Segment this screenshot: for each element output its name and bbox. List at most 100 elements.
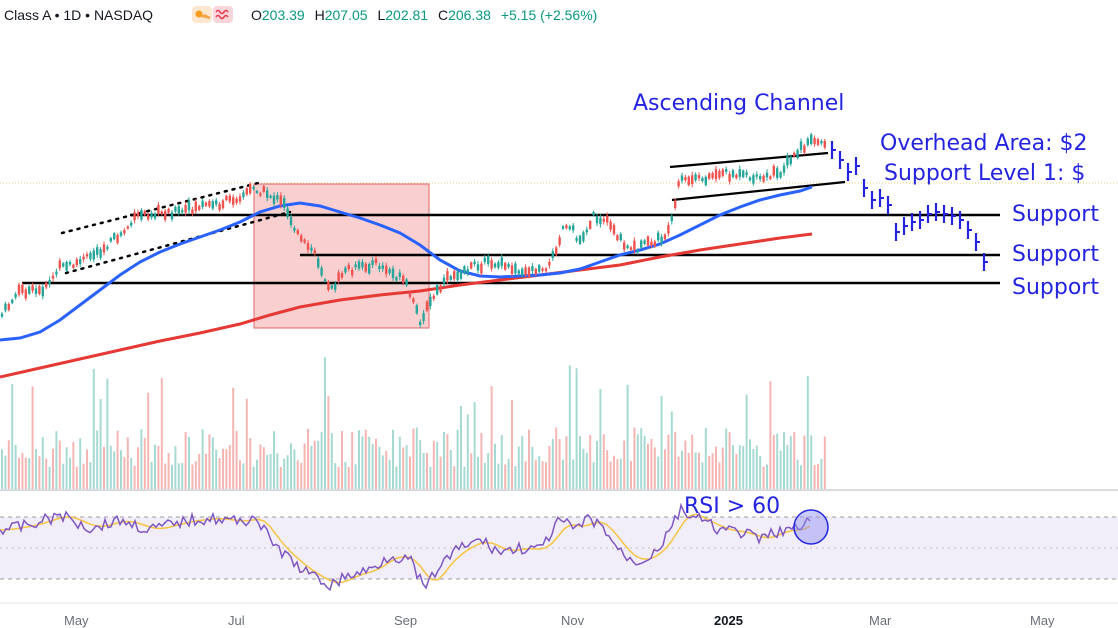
volume-bar [487, 452, 490, 489]
candle-body [487, 255, 490, 264]
candle-body [612, 224, 616, 235]
volume-bar [817, 463, 819, 489]
candle-body [136, 212, 140, 217]
volume-bar [72, 442, 75, 489]
candle-body [578, 235, 582, 245]
candle-body [368, 263, 371, 274]
candle-body [371, 260, 374, 265]
volume-bar [572, 459, 575, 489]
candle-body [456, 271, 459, 281]
volume-bar [62, 463, 65, 489]
candle-body [289, 217, 293, 225]
candle-body [82, 256, 85, 260]
volume-bar [65, 447, 68, 489]
candle-body [204, 202, 208, 206]
volume-bar [718, 462, 721, 489]
candle-body [551, 251, 554, 258]
volume-bar [691, 434, 694, 489]
candle-body [391, 268, 395, 279]
candle-body [293, 227, 296, 231]
volume-bar [368, 436, 371, 489]
candle-body [660, 236, 663, 244]
candle-body [626, 245, 629, 249]
candle-body [694, 174, 697, 181]
candle-body [126, 226, 129, 229]
candle-body [453, 271, 456, 280]
volume-bar [456, 429, 459, 489]
candle-body [663, 234, 667, 240]
volume-bar [609, 461, 612, 489]
volume-bar [269, 453, 272, 489]
volume-bar [55, 431, 58, 489]
candle-body [58, 260, 61, 269]
candle-body [442, 277, 446, 284]
volume-bar [109, 445, 112, 489]
candle-body [296, 230, 299, 235]
candle-body [140, 210, 143, 220]
candle-body [510, 265, 514, 274]
volume-bar [24, 457, 27, 489]
volume-bar [677, 456, 680, 489]
volume-bar [327, 396, 330, 489]
high-value: 207.05 [325, 7, 368, 23]
x-tick-may-2: May [1030, 613, 1055, 628]
candle-body [636, 250, 639, 253]
close-value: 206.38 [448, 7, 491, 23]
volume-bar [191, 464, 194, 489]
volume-bar [252, 466, 255, 489]
volume-bar [194, 461, 197, 489]
candle-body [147, 214, 150, 220]
volume-bar [313, 440, 316, 489]
volume-bar [215, 449, 218, 489]
volume-bar [412, 428, 415, 489]
candle-body [340, 273, 344, 278]
volume-bar [793, 432, 796, 489]
candle-body [344, 267, 347, 273]
volume-bar [548, 445, 551, 489]
candle-body [184, 205, 187, 213]
candle-body [592, 212, 595, 216]
candle-body [463, 266, 466, 274]
candle-body [745, 172, 748, 176]
support-label-top: Support [1012, 202, 1099, 227]
candle-body [221, 200, 225, 209]
volume-bar [460, 405, 462, 489]
volume-bar [228, 445, 231, 489]
volume-bar [728, 432, 731, 489]
volume-bar [113, 451, 116, 489]
candle-body [272, 195, 276, 204]
volume-bar [684, 440, 687, 489]
volume-bar [681, 450, 683, 489]
volume-bar [21, 452, 24, 489]
candle-body [419, 322, 422, 325]
candle-body [249, 183, 252, 194]
candle-body [684, 177, 687, 181]
candle-body [351, 269, 354, 276]
candle-body [459, 270, 463, 279]
volume-bar [290, 443, 292, 489]
low-value: 202.81 [385, 7, 428, 23]
volume-bar [249, 438, 252, 489]
candle-body [595, 216, 599, 224]
volume-bar [273, 431, 275, 489]
low-label: L [377, 7, 385, 23]
volume-bar [103, 446, 105, 489]
volume-bar [568, 365, 571, 489]
volume-bar [201, 429, 204, 489]
candle-body [252, 186, 255, 190]
candle-body [327, 281, 330, 290]
volume-bar [670, 411, 673, 489]
candle-body [41, 286, 44, 297]
candle-body [228, 195, 231, 202]
volume-bar [86, 449, 88, 489]
candle-body [51, 275, 55, 279]
volume-bar [48, 466, 51, 489]
candle-body [242, 192, 245, 198]
candle-body [711, 173, 714, 179]
volume-bar [698, 452, 700, 489]
volume-bar [432, 440, 435, 489]
candle-body [211, 201, 214, 209]
candle-body [364, 263, 367, 272]
candle-body [412, 298, 415, 303]
volume-bar [89, 462, 92, 489]
